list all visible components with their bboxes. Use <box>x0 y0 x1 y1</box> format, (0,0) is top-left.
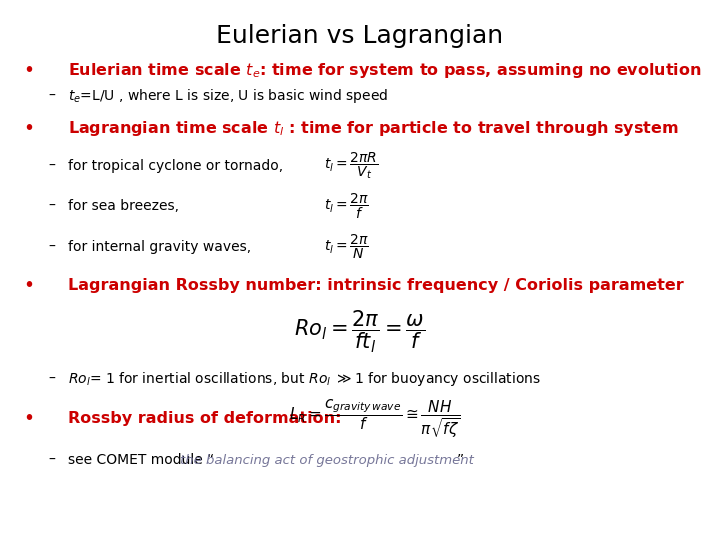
Text: Eulerian vs Lagrangian: Eulerian vs Lagrangian <box>217 24 503 48</box>
Text: $t_l =\dfrac{2\pi}{N}$: $t_l =\dfrac{2\pi}{N}$ <box>324 233 369 261</box>
Text: –: – <box>48 159 55 173</box>
Text: the balancing act of geostrophic adjustment: the balancing act of geostrophic adjustm… <box>180 454 474 467</box>
Text: Eulerian time scale $t_e$: time for system to pass, assuming no evolution: Eulerian time scale $t_e$: time for syst… <box>68 60 702 80</box>
Text: $Ro_l =\dfrac{2\pi}{ft_l} =\dfrac{\omega}{f}$: $Ro_l =\dfrac{2\pi}{ft_l} =\dfrac{\omega… <box>294 309 426 355</box>
Text: •: • <box>23 409 35 428</box>
Text: $t_e$=L/U , where L is size, U is basic wind speed: $t_e$=L/U , where L is size, U is basic … <box>68 87 389 105</box>
Text: see COMET module “: see COMET module “ <box>68 453 215 467</box>
Text: Rossby radius of deformation:: Rossby radius of deformation: <box>68 411 342 426</box>
Text: –: – <box>48 240 55 254</box>
Text: $Ro_l$= 1 for inertial oscillations, but $Ro_l$ $\gg$1 for buoyancy oscillations: $Ro_l$= 1 for inertial oscillations, but… <box>68 370 541 388</box>
Text: $t_l =\dfrac{2\pi R}{V_t}$: $t_l =\dfrac{2\pi R}{V_t}$ <box>324 151 379 181</box>
Text: –: – <box>48 453 55 467</box>
Text: for sea breezes,: for sea breezes, <box>68 199 179 213</box>
Text: –: – <box>48 89 55 103</box>
Text: Lagrangian Rossby number: intrinsic frequency / Coriolis parameter: Lagrangian Rossby number: intrinsic freq… <box>68 278 684 293</box>
Text: for internal gravity waves,: for internal gravity waves, <box>68 240 251 254</box>
Text: ”: ” <box>457 453 464 467</box>
Text: Lagrangian time scale $t_l$ : time for particle to travel through system: Lagrangian time scale $t_l$ : time for p… <box>68 119 679 138</box>
Text: •: • <box>23 275 35 295</box>
Text: –: – <box>48 199 55 213</box>
Text: for tropical cyclone or tornado,: for tropical cyclone or tornado, <box>68 159 284 173</box>
Text: $t_l =\dfrac{2\pi}{f}$: $t_l =\dfrac{2\pi}{f}$ <box>324 192 369 221</box>
Text: •: • <box>23 119 35 138</box>
Text: –: – <box>48 372 55 386</box>
Text: $L_R = \dfrac{c_{gravity\,wave}}{f} \cong \dfrac{NH}{\pi\sqrt{f\zeta}}$: $L_R = \dfrac{c_{gravity\,wave}}{f} \con… <box>289 397 460 440</box>
Text: •: • <box>23 60 35 80</box>
